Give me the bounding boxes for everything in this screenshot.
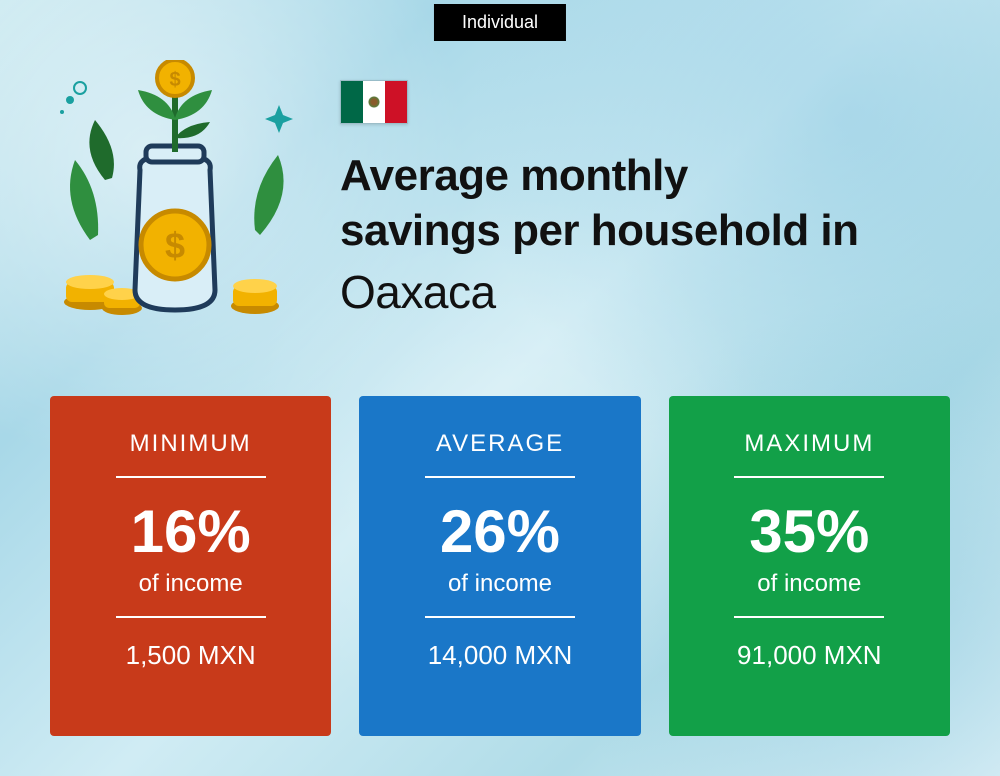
title-line-2: savings per household in: [340, 206, 859, 255]
divider: [116, 476, 266, 478]
title-line-1: Average monthly: [340, 151, 688, 200]
mexico-flag-icon: [340, 80, 408, 124]
title-region: Oaxaca: [340, 264, 859, 322]
headline-block: Average monthly savings per household in…: [340, 60, 859, 322]
card-amount: 14,000 MXN: [428, 640, 573, 671]
divider: [425, 616, 575, 618]
card-maximum: MAXIMUM 35% of income 91,000 MXN: [669, 396, 950, 736]
card-amount: 91,000 MXN: [737, 640, 882, 671]
card-sublabel: of income: [139, 570, 243, 598]
savings-jar-plant-icon: $ $: [50, 60, 300, 320]
divider: [425, 476, 575, 478]
category-badge: Individual: [434, 4, 566, 41]
category-badge-label: Individual: [462, 12, 538, 32]
card-minimum: MINIMUM 16% of income 1,500 MXN: [50, 396, 331, 736]
card-average: AVERAGE 26% of income 14,000 MXN: [359, 396, 640, 736]
svg-text:$: $: [169, 69, 180, 91]
flag-stripe-white: [363, 81, 385, 123]
card-amount: 1,500 MXN: [126, 640, 256, 671]
divider: [734, 616, 884, 618]
page-title: Average monthly savings per household in…: [340, 148, 859, 322]
hero-section: $ $ Average monthly savings per househol…: [50, 60, 950, 322]
svg-text:$: $: [165, 225, 185, 266]
card-label: AVERAGE: [436, 430, 564, 458]
card-percentage: 26%: [440, 502, 560, 562]
card-sublabel: of income: [757, 570, 861, 598]
card-sublabel: of income: [448, 570, 552, 598]
divider: [116, 616, 266, 618]
card-percentage: 16%: [131, 502, 251, 562]
card-label: MAXIMUM: [744, 430, 874, 458]
flag-stripe-green: [341, 81, 363, 123]
flag-stripe-red: [385, 81, 407, 123]
flag-emblem-icon: [368, 96, 380, 108]
card-label: MINIMUM: [130, 430, 252, 458]
stats-cards-row: MINIMUM 16% of income 1,500 MXN AVERAGE …: [50, 396, 950, 736]
card-percentage: 35%: [749, 502, 869, 562]
divider: [734, 476, 884, 478]
